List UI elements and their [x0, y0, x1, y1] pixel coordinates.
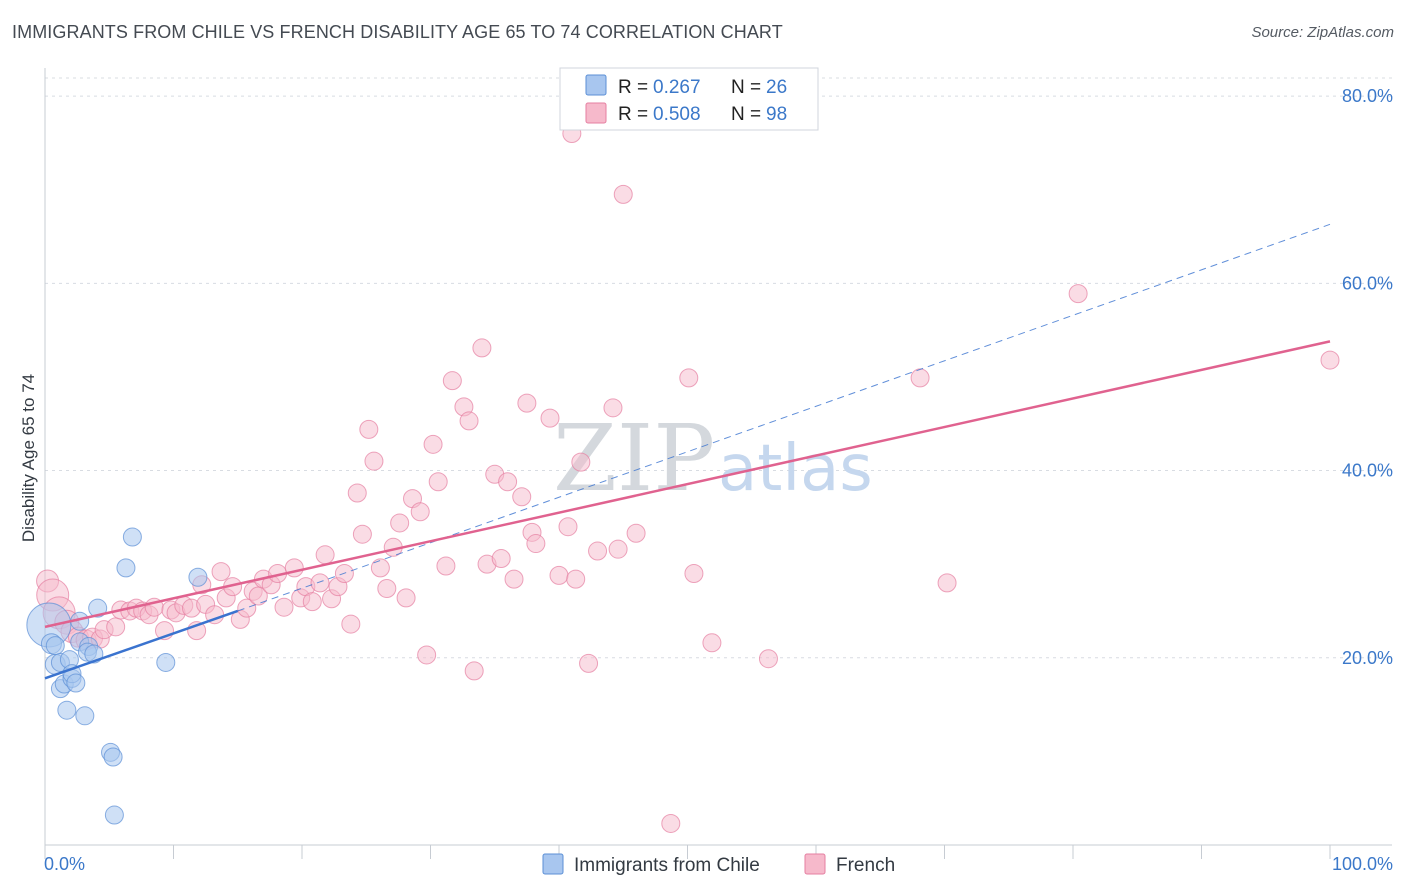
french-point-93	[937, 573, 957, 593]
chile-point-24	[156, 652, 176, 672]
zipatlas-watermark: ZIP atlas	[553, 405, 873, 512]
french-point-76	[540, 408, 560, 428]
french-point-41	[310, 573, 330, 593]
bottom-legend-swatch-french	[804, 853, 826, 875]
chile-point-21	[104, 805, 124, 825]
watermark-atlas: atlas	[718, 432, 873, 506]
french-point-50	[364, 451, 384, 471]
french-point-91	[758, 649, 778, 669]
bottom-legend-swatch-chile	[542, 853, 564, 875]
french-point-82	[588, 541, 608, 561]
x-tick-label-1: 100.0%	[1332, 854, 1393, 874]
chile-trend-extension	[237, 223, 1331, 612]
grid-lines	[45, 77, 1392, 659]
french-point-86	[626, 523, 646, 543]
french-point-81	[579, 653, 599, 673]
french-point-30	[237, 598, 257, 618]
french-point-72	[512, 487, 532, 507]
y-tick-label-0: 20.0%	[1342, 648, 1393, 668]
legend-n-value-chile: 26	[766, 77, 787, 98]
french-point-85	[613, 184, 633, 204]
french-point-75	[526, 534, 546, 554]
french-point-60	[428, 472, 448, 492]
bottom-legend-label-chile: Immigrants from Chile	[574, 855, 760, 876]
french-point-61	[436, 556, 456, 576]
x-tick-label-0: 0.0%	[44, 854, 85, 874]
french-point-71	[504, 569, 524, 589]
bottom-legend-label-french: French	[836, 855, 895, 876]
french-point-54	[390, 513, 410, 533]
axes	[44, 68, 1392, 859]
french-point-87	[661, 813, 681, 833]
french-point-59	[423, 434, 443, 454]
chile-point-20	[103, 747, 123, 767]
french-point-62	[442, 371, 462, 391]
french-point-84	[608, 539, 628, 559]
y-tick-label-2: 60.0%	[1342, 273, 1393, 293]
chart-source: Source: ZipAtlas.com	[1251, 24, 1394, 41]
french-point-26	[211, 562, 231, 582]
chile-point-25	[188, 567, 208, 587]
french-point-77	[549, 565, 569, 585]
french-point-90	[702, 633, 722, 653]
french-point-66	[472, 338, 492, 358]
chart-title: IMMIGRANTS FROM CHILE VS FRENCH DISABILI…	[12, 22, 783, 42]
french-point-88	[679, 368, 699, 388]
french-point-52	[377, 578, 397, 598]
french-point-65	[464, 661, 484, 681]
french-point-46	[341, 614, 361, 634]
chile-point-14	[75, 706, 95, 726]
legend-n-value-french: 98	[766, 104, 787, 125]
legend-n-label-french: N =	[731, 104, 761, 125]
legend: R = 0.267 N = 26 R = 0.508 N = 98	[559, 67, 819, 131]
bottom-legend: Immigrants from Chile French	[542, 853, 895, 876]
french-point-49	[359, 419, 379, 439]
french-point-78	[558, 517, 578, 537]
french-trend-line	[44, 340, 1331, 629]
french-point-69	[491, 549, 511, 569]
french-point-55	[396, 588, 416, 608]
legend-r-value-chile: 0.267	[653, 77, 701, 98]
legend-n-label-chile: N =	[731, 77, 761, 98]
legend-r-label-french: R =	[618, 104, 648, 125]
french-point-94	[1068, 284, 1088, 304]
chile-point-18	[88, 598, 108, 618]
legend-swatch-french	[585, 102, 607, 124]
y-tick-label-3: 80.0%	[1342, 86, 1393, 106]
chile-point-23	[122, 527, 142, 547]
french-point-36	[274, 597, 294, 617]
tick-labels: 20.0% 40.0% 60.0% 80.0% 0.0% 100.0%	[44, 86, 1393, 874]
french-point-48	[352, 524, 372, 544]
french-point-57	[410, 502, 430, 522]
chile-trend-line	[44, 609, 239, 680]
legend-swatch-chile	[585, 74, 607, 96]
french-point-58	[417, 645, 437, 665]
french-point-64	[459, 411, 479, 431]
french-point-70	[498, 472, 518, 492]
french-point-10	[106, 617, 126, 637]
french-point-89	[684, 564, 704, 584]
chile-point-11	[66, 673, 86, 693]
french-point-79	[566, 569, 586, 589]
trend-lines	[44, 223, 1331, 680]
french-point-40	[302, 592, 322, 612]
french-point-42	[315, 545, 335, 565]
french-point-51	[370, 558, 390, 578]
french-point-47	[347, 483, 367, 503]
legend-r-label-chile: R =	[618, 77, 648, 98]
french-point-37	[284, 558, 304, 578]
french-point-73	[517, 393, 537, 413]
french-point-83	[603, 398, 623, 418]
french-point-95	[1320, 350, 1340, 370]
y-tick-label-1: 40.0%	[1342, 461, 1393, 481]
french-point-92	[910, 368, 930, 388]
chile-point-3	[45, 636, 65, 656]
y-axis-label: Disability Age 65 to 74	[19, 374, 38, 542]
french-point-80	[571, 452, 591, 472]
chile-point-7	[57, 700, 77, 720]
chile-point-22	[116, 558, 136, 578]
legend-r-value-french: 0.508	[653, 104, 701, 125]
